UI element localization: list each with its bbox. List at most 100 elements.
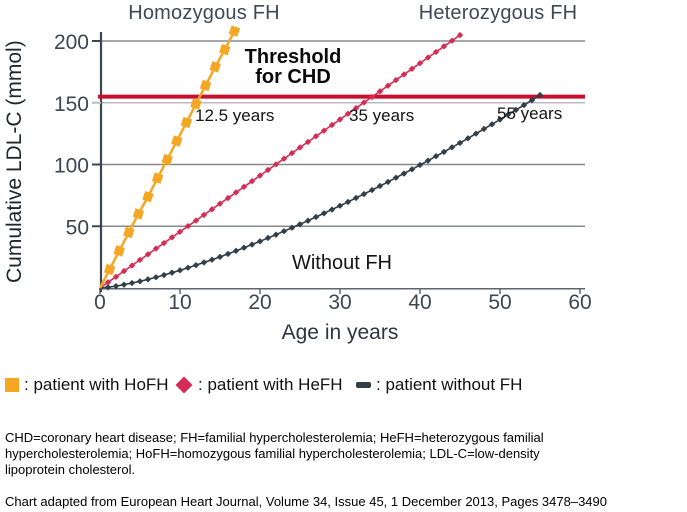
series-marker-patient-without-fh [344, 198, 352, 206]
no-fh-dash-marker-icon [356, 382, 371, 388]
series-marker-patient-with-hofh [132, 208, 145, 220]
series-marker-patient-without-fh [136, 278, 144, 285]
series-marker-patient-without-fh [432, 153, 440, 160]
series-marker-patient-without-fh [392, 174, 400, 181]
threshold-annotation-line1: Threshold [244, 46, 342, 68]
series-marker-patient-with-hefh [192, 217, 200, 224]
series-marker-patient-without-fh [160, 271, 168, 279]
series-marker-patient-with-hefh [240, 183, 248, 191]
series-marker-patient-without-fh [456, 139, 464, 147]
series-marker-patient-with-hofh [123, 226, 135, 239]
series-marker-patient-without-fh [192, 261, 200, 269]
series-line-patient-with-hefh [99, 34, 461, 289]
series-marker-patient-with-hofh [199, 79, 212, 92]
series-marker-patient-with-hofh [228, 25, 241, 37]
series-marker-patient-with-hofh [113, 245, 125, 257]
series-marker-patient-with-hofh [190, 98, 202, 110]
x-tick-label-60: 60 [568, 291, 591, 314]
series-marker-patient-without-fh [128, 279, 136, 287]
series-marker-patient-without-fh [224, 250, 232, 258]
legend-item-no-fh: : patient without FH [356, 374, 522, 396]
series-marker-patient-with-hefh [184, 222, 192, 230]
series-marker-patient-without-fh [248, 241, 256, 248]
footnote-source: Chart adapted from European Heart Journa… [5, 494, 607, 509]
series-marker-patient-without-fh [328, 206, 336, 213]
series-marker-patient-with-hofh [151, 172, 164, 184]
series-marker-patient-with-hefh [168, 234, 176, 241]
series-marker-patient-without-fh [384, 178, 392, 186]
title-homozygous-fh: Homozygous FH [128, 2, 280, 24]
series-marker-patient-without-fh [400, 170, 408, 177]
series-marker-patient-with-hofh [171, 135, 183, 147]
series-marker-patient-without-fh [216, 253, 224, 261]
hefh-crossing-label: 35 years [349, 106, 415, 125]
x-tick-label-40: 40 [408, 291, 431, 314]
series-marker-patient-without-fh [448, 144, 456, 151]
series-marker-patient-without-fh [416, 161, 424, 169]
x-tick-label-20: 20 [248, 291, 271, 314]
y-axis-title: Cumulative LDL-C (mmol) [3, 40, 26, 283]
series-marker-patient-with-hefh [232, 189, 240, 196]
series-marker-patient-without-fh [208, 256, 216, 263]
x-tick-label-30: 30 [328, 291, 351, 314]
hofh-square-marker-icon [5, 378, 19, 392]
series-marker-patient-with-hefh [224, 194, 232, 202]
series-marker-patient-with-hefh [248, 177, 256, 185]
series-marker-patient-with-hefh [152, 245, 160, 252]
series-marker-patient-without-fh [168, 269, 176, 276]
series-marker-patient-without-fh [280, 228, 288, 235]
y-tick-label-200: 200 [54, 31, 89, 54]
series-marker-patient-without-fh [184, 264, 192, 271]
series-marker-patient-without-fh [264, 234, 272, 242]
series-marker-patient-with-hofh [142, 190, 154, 203]
series-marker-patient-with-hefh [208, 206, 216, 213]
series-marker-patient-with-hofh [219, 43, 231, 56]
series-marker-patient-with-hofh [180, 116, 193, 129]
series-marker-patient-without-fh [200, 259, 208, 266]
series-marker-patient-without-fh [360, 190, 368, 198]
hefh-diamond-marker-icon [175, 376, 193, 394]
series-marker-patient-without-fh [256, 238, 264, 245]
legend-label-hofh: : patient with HoFH [24, 375, 169, 394]
legend-label-no-fh: : patient without FH [376, 375, 523, 394]
legend-item-hofh: : patient with HoFH [5, 374, 169, 396]
y-tick-label-50: 50 [66, 216, 89, 239]
series-marker-patient-without-fh [408, 166, 416, 173]
title-heterozygous-fh: Heterozygous FH [418, 2, 578, 24]
series-marker-patient-without-fh [424, 157, 432, 164]
series-marker-patient-without-fh [152, 274, 160, 281]
series-marker-patient-without-fh [176, 267, 184, 274]
no-fh-crossing-label: 55 years [497, 104, 563, 123]
legend-item-hefh: : patient with HeFH [175, 374, 343, 396]
threshold-annotation-line2: for CHD [255, 66, 331, 88]
without-fh-annotation: Without FH [291, 252, 393, 274]
x-tick-label-0: 0 [94, 291, 106, 314]
series-marker-patient-with-hofh [161, 153, 173, 166]
x-tick-label-50: 50 [488, 291, 511, 314]
series-marker-patient-without-fh [352, 194, 360, 202]
series-marker-patient-without-fh [320, 210, 328, 217]
series-marker-patient-without-fh [376, 182, 384, 190]
threshold-annotation: Threshold for CHD [213, 47, 373, 87]
series-marker-patient-with-hefh [216, 200, 224, 207]
series-marker-patient-without-fh [312, 213, 320, 221]
x-axis-title: Age in years [281, 321, 399, 344]
series-marker-patient-with-hefh [160, 239, 168, 247]
series-marker-patient-with-hefh [144, 251, 152, 258]
series-marker-patient-without-fh [272, 231, 280, 238]
series-marker-patient-with-hefh [200, 211, 208, 219]
series-marker-patient-without-fh [232, 247, 240, 255]
legend-label-hefh: : patient with HeFH [198, 375, 343, 394]
y-tick-label-150: 150 [54, 93, 89, 116]
series-marker-patient-without-fh [440, 148, 448, 156]
series-marker-patient-with-hofh [103, 263, 116, 276]
series-marker-patient-without-fh [336, 202, 344, 209]
series-marker-patient-without-fh [240, 244, 248, 251]
x-tick-label-10: 10 [168, 291, 191, 314]
hofh-crossing-label: 12.5 years [195, 106, 275, 125]
series-marker-patient-without-fh [368, 186, 376, 194]
y-tick-label-100: 100 [54, 155, 89, 178]
series-marker-patient-with-hefh [176, 228, 184, 235]
